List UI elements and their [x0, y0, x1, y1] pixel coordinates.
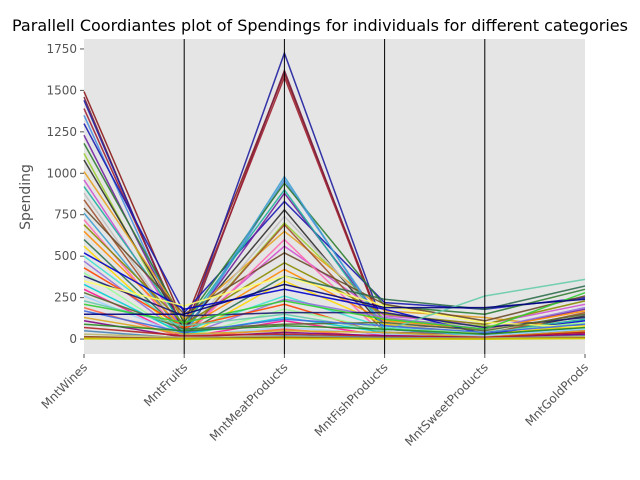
y-tick-label-4: 1000 — [46, 166, 77, 180]
y-axis-label: Spending — [18, 164, 34, 230]
y-tick-label-0: 0 — [69, 332, 77, 346]
x-tick-label-5: MntGoldProds — [522, 360, 591, 429]
series-line-40 — [83, 323, 586, 335]
x-tick-label-3: MntFishProducts — [312, 360, 391, 439]
y-tick-label-7: 1750 — [46, 42, 77, 56]
series-line-46 — [83, 337, 586, 340]
y-axis-ticks: 0 250 500 750 1000 1250 1500 1750 — [46, 42, 84, 346]
series-line-22 — [83, 252, 586, 335]
x-tick-label-2: MntMeatProducts — [207, 360, 291, 444]
series-line-41 — [83, 326, 586, 339]
series-lines — [83, 50, 586, 340]
series-line-37 — [84, 283, 586, 315]
x-axis-ticks: MntWines MntFruits MntMeatProducts MntFishP… — [39, 354, 591, 449]
series-line-27 — [83, 275, 586, 329]
y-tick-label-6: 1500 — [46, 83, 77, 97]
x-tick-label-1: MntFruits — [141, 360, 190, 409]
chart-title: Parallell Coordiantes plot of Spendings … — [12, 16, 628, 35]
x-tick-label-4: MntSweetProducts — [402, 360, 491, 449]
category-axes — [183, 39, 486, 354]
series-line-34 — [83, 291, 586, 330]
series-line-36 — [83, 310, 586, 334]
series-line-15 — [83, 207, 586, 322]
series-line-7 — [83, 143, 586, 324]
series-line-31 — [83, 291, 586, 332]
x-tick-label-0: MntWines — [39, 360, 91, 412]
y-tick-label-3: 750 — [54, 208, 77, 222]
y-tick-label-5: 1250 — [46, 125, 77, 139]
y-tick-label-2: 500 — [54, 249, 77, 263]
y-tick-label-1: 250 — [54, 291, 77, 305]
series-line-18 — [83, 224, 586, 326]
series-line-10 — [83, 171, 586, 330]
